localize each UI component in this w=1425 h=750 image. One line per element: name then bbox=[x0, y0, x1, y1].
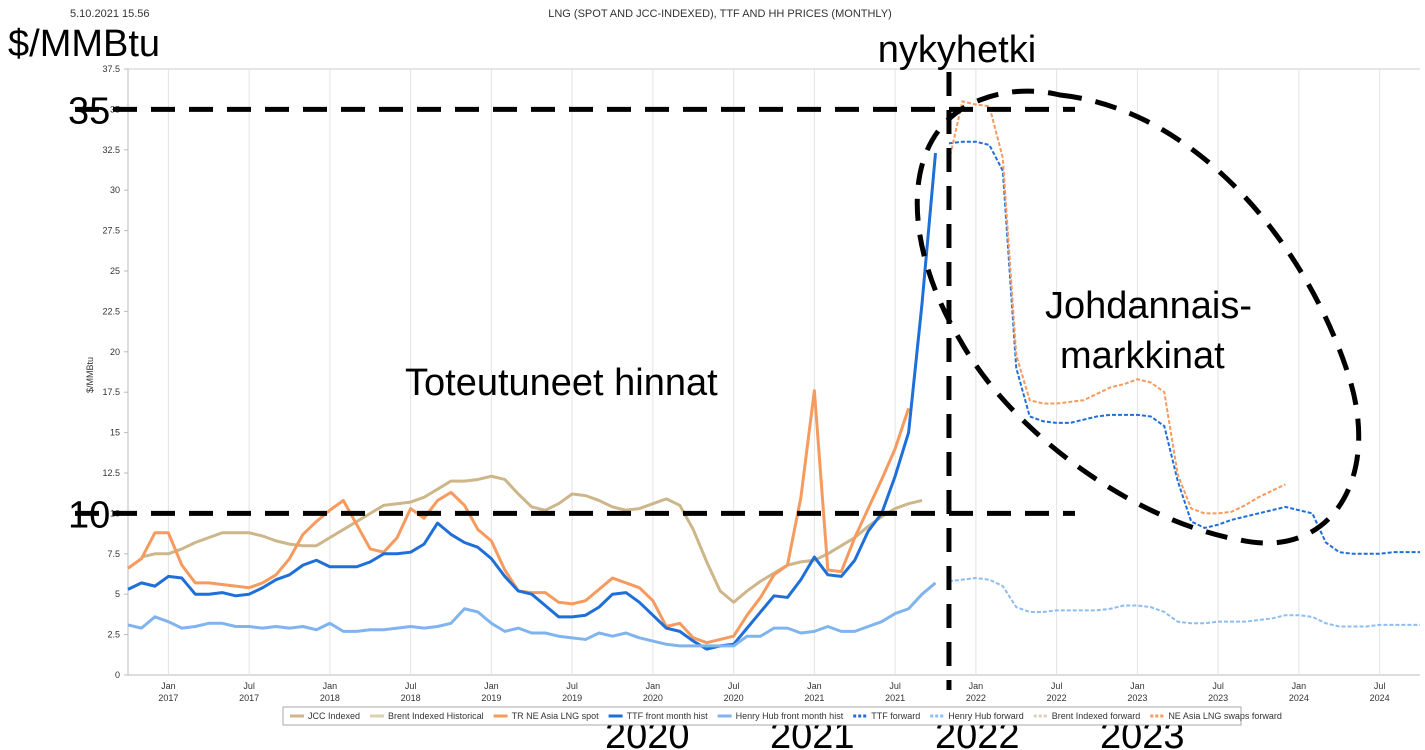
x-tick-label: Jul bbox=[1212, 681, 1224, 691]
x-tick-label: Jul bbox=[1051, 681, 1063, 691]
chart-title: LNG (SPOT AND JCC-INDEXED), TTF AND HH P… bbox=[548, 8, 891, 20]
x-tick-year: 2017 bbox=[239, 693, 259, 703]
x-tick-label: Jul bbox=[728, 681, 740, 691]
reference-label: 10 bbox=[68, 494, 110, 536]
legend-label: NE Asia LNG swaps forward bbox=[1168, 711, 1282, 721]
legend-label: Henry Hub front month hist bbox=[736, 711, 844, 721]
x-tick-year: 2017 bbox=[158, 693, 178, 703]
y-tick-label: 37.5 bbox=[102, 64, 120, 74]
y-tick-label: 27.5 bbox=[102, 226, 120, 236]
now-label: nykyhetki bbox=[878, 29, 1036, 71]
series-line bbox=[947, 100, 1286, 515]
legend-label: TTF forward bbox=[871, 711, 920, 721]
x-tick-year: 2018 bbox=[401, 693, 421, 703]
y-tick-label: 17.5 bbox=[102, 387, 120, 397]
series-line bbox=[127, 152, 937, 651]
x-tick-year: 2020 bbox=[643, 693, 663, 703]
x-tick-label: Jan bbox=[969, 681, 984, 691]
x-tick-label: Jul bbox=[405, 681, 417, 691]
derivatives-label: Johdannais- bbox=[1045, 285, 1252, 327]
x-tick-label: Jul bbox=[889, 681, 901, 691]
x-tick-label: Jan bbox=[1130, 681, 1145, 691]
y-tick-label: 5 bbox=[115, 589, 120, 599]
x-tick-year: 2019 bbox=[481, 693, 501, 703]
y-tick-label: 32.5 bbox=[102, 145, 120, 155]
grid: 02.557.51012.51517.52022.52527.53032.535… bbox=[102, 64, 1420, 703]
legend: JCC Indexed Brent Indexed Historical TR NE… bbox=[282, 706, 1282, 726]
legend-label: JCC Indexed bbox=[308, 711, 360, 721]
x-tick-label: Jan bbox=[646, 681, 661, 691]
series-line bbox=[141, 474, 923, 604]
x-tick-label: Jul bbox=[243, 681, 255, 691]
y-tick-label: 0 bbox=[115, 670, 120, 680]
series-line bbox=[127, 581, 937, 648]
unit-label: $/MMBtu bbox=[8, 23, 160, 65]
forecast-ellipse bbox=[914, 88, 1362, 546]
series-line bbox=[948, 140, 1420, 555]
x-tick-year: 2023 bbox=[1208, 693, 1228, 703]
derivatives-label: markkinat bbox=[1060, 335, 1225, 377]
x-tick-year: 2022 bbox=[1047, 693, 1067, 703]
timestamp: 5.10.2021 15.56 bbox=[70, 8, 150, 20]
legend-label: Brent Indexed Historical bbox=[388, 711, 484, 721]
legend-label: Henry Hub forward bbox=[948, 711, 1024, 721]
reference-label: 35 bbox=[68, 90, 110, 132]
x-tick-label: Jul bbox=[1374, 681, 1386, 691]
x-tick-label: Jan bbox=[323, 681, 338, 691]
x-tick-year: 2021 bbox=[885, 693, 905, 703]
y-tick-label: 2.5 bbox=[107, 630, 120, 640]
y-tick-label: 22.5 bbox=[102, 306, 120, 316]
x-tick-year: 2023 bbox=[1127, 693, 1147, 703]
x-tick-year: 2020 bbox=[724, 693, 744, 703]
legend-label: Brent Indexed forward bbox=[1052, 711, 1141, 721]
x-tick-label: Jul bbox=[566, 681, 578, 691]
y-tick-label: 15 bbox=[110, 428, 120, 438]
y-tick-label: 20 bbox=[110, 347, 120, 357]
x-tick-year: 2024 bbox=[1289, 693, 1309, 703]
x-tick-label: Jan bbox=[1292, 681, 1307, 691]
x-tick-label: Jan bbox=[807, 681, 822, 691]
x-tick-year: 2024 bbox=[1370, 693, 1390, 703]
x-tick-label: Jan bbox=[161, 681, 176, 691]
lines bbox=[127, 100, 1420, 651]
y-tick-label: 25 bbox=[110, 266, 120, 276]
x-tick-year: 2019 bbox=[562, 693, 582, 703]
legend-label: TTF front month hist bbox=[627, 711, 709, 721]
x-tick-year: 2022 bbox=[966, 693, 986, 703]
x-tick-label: Jan bbox=[484, 681, 499, 691]
y-axis-label: $/MMBtu bbox=[85, 357, 95, 393]
x-tick-year: 2021 bbox=[804, 693, 824, 703]
y-tick-label: 30 bbox=[110, 185, 120, 195]
realized-label: Toteutuneet hinnat bbox=[405, 362, 718, 404]
legend-label: TR NE Asia LNG spot bbox=[512, 711, 600, 721]
x-tick-year: 2018 bbox=[320, 693, 340, 703]
series-line bbox=[948, 577, 1420, 628]
y-tick-label: 12.5 bbox=[102, 468, 120, 478]
legend-box bbox=[282, 706, 1242, 726]
y-tick-label: 7.5 bbox=[107, 549, 120, 559]
